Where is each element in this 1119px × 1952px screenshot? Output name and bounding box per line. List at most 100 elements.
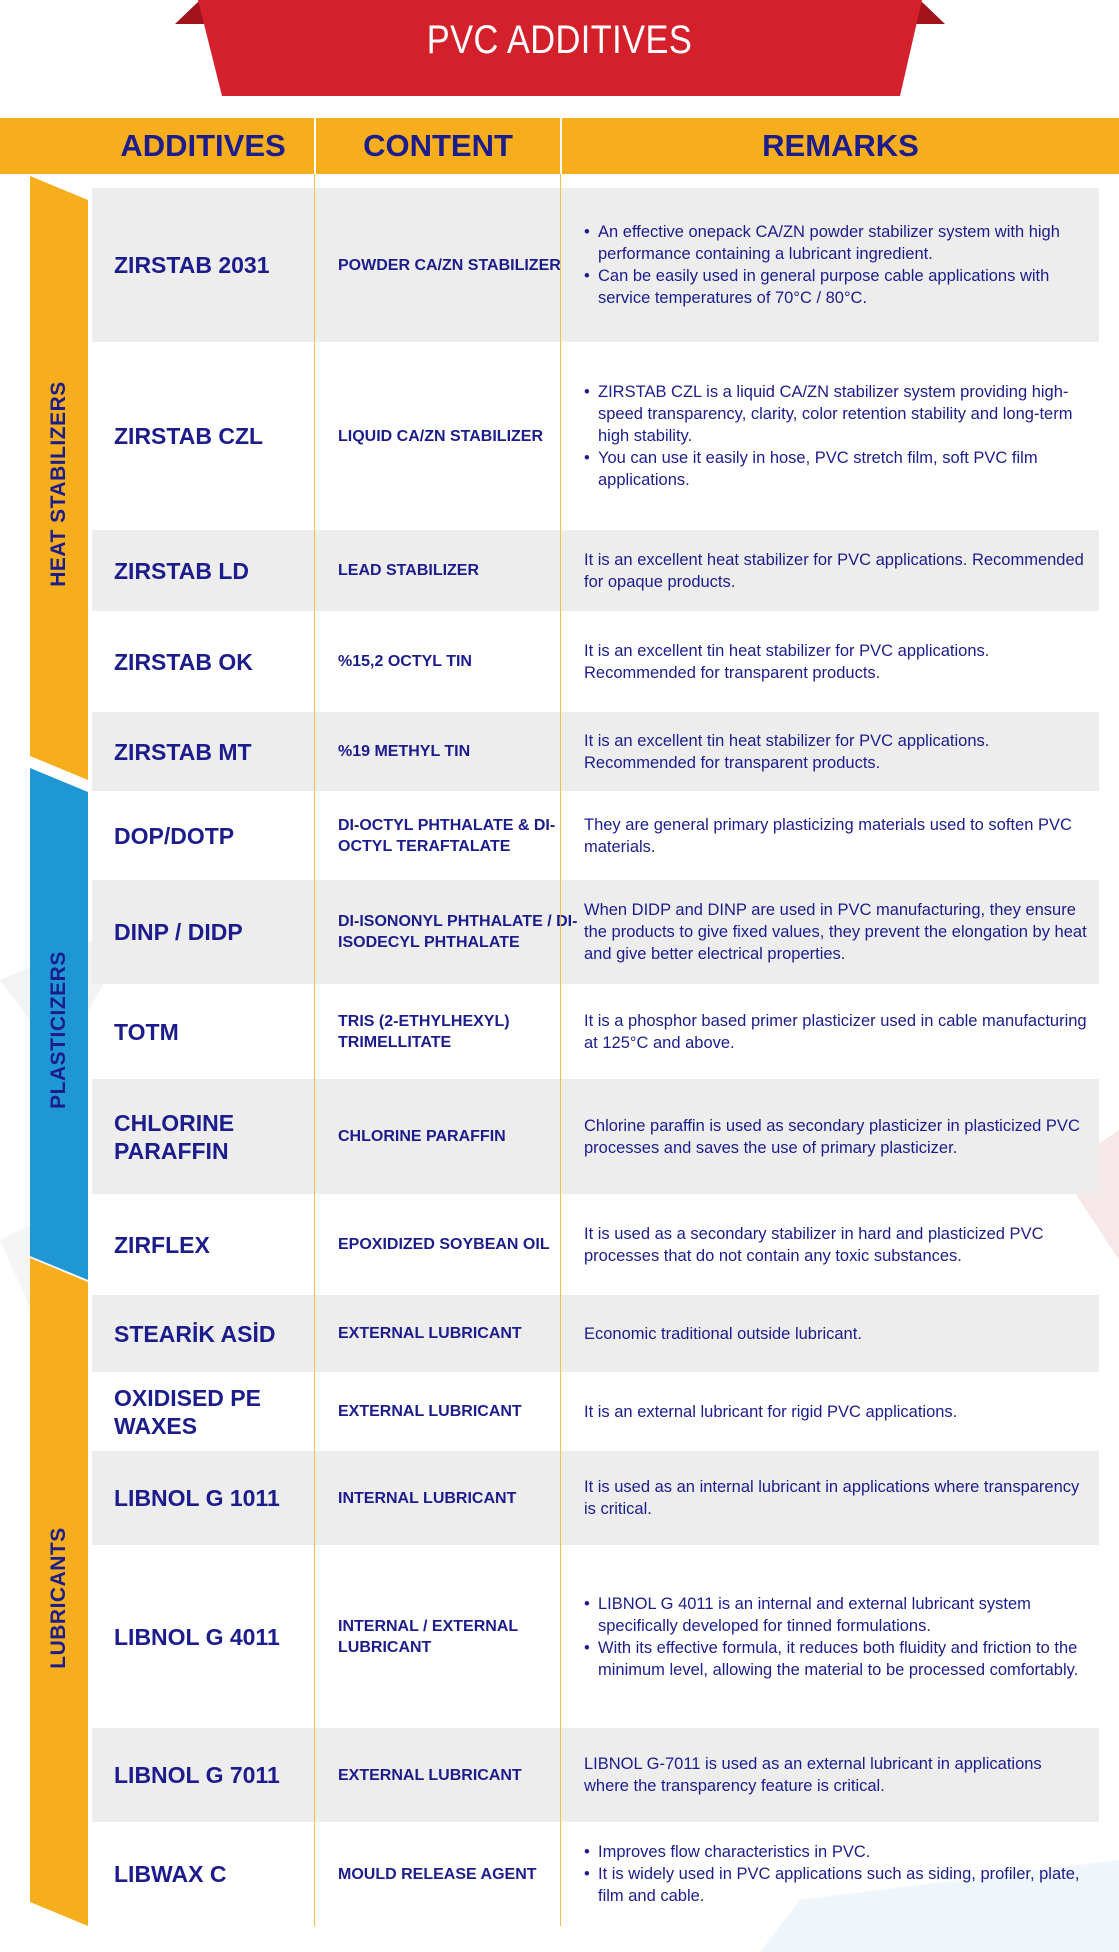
remark-bullet: It is widely used in PVC applications su… — [584, 1863, 1088, 1907]
header-content: CONTENT — [363, 128, 513, 163]
page-title: PVC ADDITIVES — [426, 18, 693, 62]
additive-name: TOTM — [114, 1018, 179, 1045]
additive-remarks: They are general primary plasticizing ma… — [584, 791, 1094, 880]
additive-remarks: Economic traditional outside lubricant. — [584, 1295, 1094, 1372]
remarks-list: An effective onepack CA/ZN powder stabil… — [584, 221, 1088, 309]
table-row: ZIRSTAB OK %15,2 OCTYL TIN It is an excell… — [92, 611, 1099, 712]
category-label: PLASTICIZERS — [30, 780, 88, 1280]
additive-remarks: It is an excellent tin heat stabilizer f… — [584, 611, 1094, 712]
additive-name: ZIRSTAB CZL — [114, 423, 264, 449]
remark-bullet: LIBNOL G 4011 is an internal and externa… — [584, 1593, 1088, 1637]
remark-text: Economic traditional outside lubricant. — [584, 1324, 862, 1343]
additive-content: EXTERNAL LUBRICANT — [338, 1325, 522, 1342]
remark-text: It is an excellent tin heat stabilizer f… — [584, 731, 990, 772]
remarks-list: LIBNOL G 4011 is an internal and externa… — [584, 1593, 1088, 1681]
table-header: ADDITIVES CONTENT REMARKS — [0, 118, 1119, 174]
remark-text: It is an excellent tin heat stabilizer f… — [584, 641, 990, 682]
additive-content: INTERNAL LUBRICANT — [338, 1489, 517, 1507]
table-row: LIBWAX C MOULD RELEASE AGENT Improves flow… — [92, 1822, 1099, 1926]
table-row: ZIRSTAB MT %19 METHYL TIN It is an excelle… — [92, 712, 1099, 791]
table-row: DOP/DOTP DI-OCTYL PHTHALATE & DI-OCTYL TE… — [92, 791, 1099, 880]
additive-content: INTERNAL / EXTERNAL LUBRICANT — [338, 1617, 518, 1656]
table-row: CHLORINE PARAFFIN CHLORINE PARAFFIN Chlori… — [92, 1079, 1099, 1194]
header-divider — [314, 118, 316, 174]
additive-content: LIQUID CA/ZN STABILIZER — [338, 427, 544, 445]
additive-name: LIBNOL G 7011 — [114, 1762, 280, 1788]
additive-name: LIBWAX C — [114, 1861, 227, 1887]
additive-content: DI-OCTYL PHTHALATE & DI-OCTYL TERAFTALAT… — [338, 816, 556, 855]
category-label: LUBRICANTS — [30, 1270, 88, 1926]
additive-name: ZIRSTAB MT — [114, 738, 252, 765]
table-row: OXIDISED PE WAXES EXTERNAL LUBRICANT It is… — [92, 1372, 1099, 1451]
additive-remarks: An effective onepack CA/ZN powder stabil… — [584, 188, 1094, 342]
category-label-text: HEAT STABILIZERS — [47, 381, 70, 587]
remark-text: When DIDP and DINP are used in PVC manuf… — [584, 901, 1087, 963]
category-label-text: PLASTICIZERS — [47, 951, 70, 1109]
additive-remarks: Chlorine paraffin is used as secondary p… — [584, 1079, 1094, 1194]
remark-text: It is used as an internal lubricant in a… — [584, 1478, 1080, 1518]
remark-text: Chlorine paraffin is used as secondary p… — [584, 1116, 1080, 1157]
title-ribbon: PVC ADDITIVES — [0, 0, 1119, 100]
additive-remarks: It is used as a secondary stabilizer in … — [584, 1194, 1094, 1295]
remark-text: LIBNOL G-7011 is used as an external lub… — [584, 1755, 1042, 1795]
table-row: ZIRSTAB LD LEAD STABILIZER It is an excell… — [92, 530, 1099, 611]
remark-bullet: With its effective formula, it reduces b… — [584, 1637, 1088, 1681]
table-row: LIBNOL G 1011 INTERNAL LUBRICANT It is use… — [92, 1451, 1099, 1545]
additive-name: STEARİK ASİD — [114, 1320, 276, 1347]
column-divider — [314, 174, 315, 1926]
remark-bullet: An effective onepack CA/ZN powder stabil… — [584, 221, 1088, 265]
remark-text: It is an external lubricant for rigid PV… — [584, 1402, 958, 1421]
additive-content: LEAD STABILIZER — [338, 562, 480, 579]
header-divider — [560, 118, 562, 174]
additive-content: %19 METHYL TIN — [338, 743, 471, 760]
additive-name: CHLORINE PARAFFIN — [114, 1109, 235, 1164]
remark-text: It is an excellent heat stabilizer for P… — [584, 550, 1084, 591]
table-row: ZIRSTAB 2031 POWDER CA/ZN STABILIZER An ef… — [92, 188, 1099, 342]
table-row: TOTM TRIS (2-ETHYLHEXYL) TRIMELLITATE It i… — [92, 984, 1099, 1079]
category-band — [30, 1258, 88, 1926]
additive-remarks: ZIRSTAB CZL is a liquid CA/ZN stabilizer… — [584, 342, 1094, 530]
additive-remarks: It is used as an internal lubricant in a… — [584, 1451, 1094, 1545]
additive-remarks: It is a phosphor based primer plasticize… — [584, 984, 1094, 1079]
table-row: STEARİK ASİD EXTERNAL LUBRICANT Economic t… — [92, 1295, 1099, 1372]
additive-content: DI-ISONONYL PHTHALATE / DI-ISODECYL PHTH… — [338, 913, 578, 951]
additive-name: DINP / DIDP — [114, 919, 243, 945]
additive-content: EXTERNAL LUBRICANT — [338, 1766, 522, 1784]
additive-remarks: LIBNOL G-7011 is used as an external lub… — [584, 1728, 1094, 1822]
table-row: LIBNOL G 4011 INTERNAL / EXTERNAL LUBRICA… — [92, 1545, 1099, 1728]
remark-bullet: Improves flow characteristics in PVC. — [584, 1841, 1088, 1863]
category-band — [30, 768, 88, 1280]
additive-name: ZIRSTAB LD — [114, 557, 250, 584]
additive-name: DOP/DOTP — [114, 822, 235, 849]
remarks-list: Improves flow characteristics in PVC.It … — [584, 1841, 1088, 1907]
remarks-list: ZIRSTAB CZL is a liquid CA/ZN stabilizer… — [584, 381, 1088, 491]
additive-content: POWDER CA/ZN STABILIZER — [338, 256, 561, 274]
additive-name: LIBNOL G 4011 — [114, 1623, 280, 1650]
category-band — [30, 176, 88, 780]
additive-content: EPOXIDIZED SOYBEAN OIL — [338, 1236, 550, 1253]
remark-bullet: ZIRSTAB CZL is a liquid CA/ZN stabilizer… — [584, 381, 1088, 447]
additive-name: ZIRSTAB 2031 — [114, 252, 270, 278]
additive-remarks: It is an excellent heat stabilizer for P… — [584, 530, 1094, 611]
additive-name: OXIDISED PE WAXES — [114, 1384, 261, 1439]
table-row: DINP / DIDP DI-ISONONYL PHTHALATE / DI-IS… — [92, 880, 1099, 984]
header-remarks: REMARKS — [762, 128, 919, 163]
remark-bullet: You can use it easily in hose, PVC stret… — [584, 447, 1088, 491]
category-label: HEAT STABILIZERS — [30, 188, 88, 780]
table-row: LIBNOL G 7011 EXTERNAL LUBRICANT LIBNOL G-… — [92, 1728, 1099, 1822]
additive-content: CHLORINE PARAFFIN — [338, 1128, 506, 1145]
additive-name: ZIRSTAB OK — [114, 648, 253, 675]
category-label-text: LUBRICANTS — [47, 1527, 70, 1669]
additive-remarks: When DIDP and DINP are used in PVC manuf… — [584, 880, 1094, 984]
additive-remarks: It is an excellent tin heat stabilizer f… — [584, 712, 1094, 791]
remark-bullet: Can be easily used in general purpose ca… — [584, 265, 1088, 309]
additive-remarks: LIBNOL G 4011 is an internal and externa… — [584, 1545, 1094, 1728]
additive-content: %15,2 OCTYL TIN — [338, 653, 472, 670]
table-row: ZIRFLEX EPOXIDIZED SOYBEAN OIL It is used … — [92, 1194, 1099, 1295]
ribbon-shape — [175, 0, 945, 96]
additive-content: EXTERNAL LUBRICANT — [338, 1403, 522, 1420]
additive-name: LIBNOL G 1011 — [114, 1485, 280, 1511]
header-additives: ADDITIVES — [120, 128, 286, 163]
table-row: ZIRSTAB CZL LIQUID CA/ZN STABILIZER ZIRSTA… — [92, 342, 1099, 530]
